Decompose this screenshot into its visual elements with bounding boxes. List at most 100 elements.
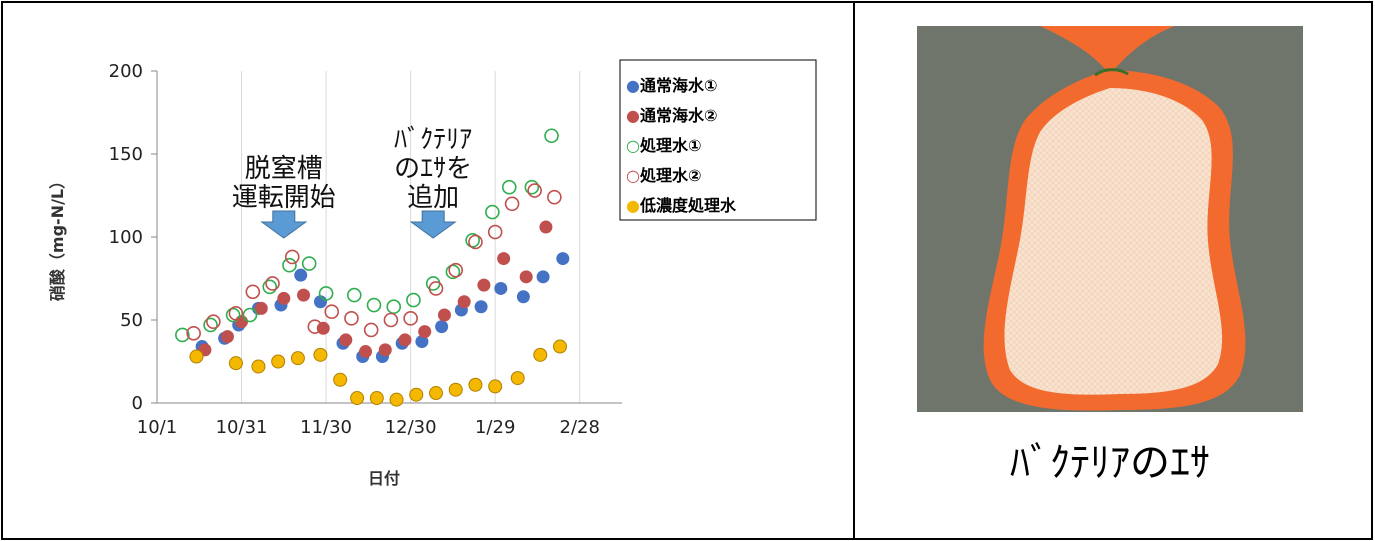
data-point xyxy=(242,307,258,323)
photo-caption: ﾊﾞｸﾃﾘｱのｴｻ xyxy=(1010,440,1210,486)
data-point xyxy=(516,290,530,304)
data-point xyxy=(527,183,542,198)
x-tick-label: 12/30 xyxy=(385,417,437,438)
x-tick-label: 1/29 xyxy=(475,417,515,438)
data-point xyxy=(225,307,241,323)
series-4 xyxy=(186,183,562,341)
data-point xyxy=(457,295,471,309)
y-tick-label: 200 xyxy=(109,61,143,82)
data-point xyxy=(468,234,483,250)
data-point xyxy=(539,220,553,234)
data-point xyxy=(465,233,480,248)
data-point xyxy=(265,276,280,291)
data-point xyxy=(429,386,443,401)
legend-entry: ●低濃度処理水 xyxy=(626,196,737,215)
data-point xyxy=(553,339,567,354)
data-point xyxy=(403,311,418,326)
data-point xyxy=(189,349,204,364)
data-point xyxy=(297,288,311,302)
data-point xyxy=(485,204,500,220)
data-point xyxy=(363,322,379,338)
data-point xyxy=(245,284,261,300)
chart-series xyxy=(175,128,570,407)
chart-tick-labels: 10/1 10/31 11/30 12/30 1/29 2/28 0 50 100 150 200 xyxy=(109,61,600,438)
data-point xyxy=(386,299,402,315)
net-mesh xyxy=(1004,88,1223,395)
data-point xyxy=(369,391,384,406)
data-point xyxy=(284,249,300,265)
data-point xyxy=(389,392,404,407)
data-point xyxy=(448,382,463,397)
data-point xyxy=(220,330,234,344)
net-bag-image xyxy=(917,26,1303,412)
data-point xyxy=(251,359,266,374)
legend-entry: ○処理水① xyxy=(626,136,702,155)
data-point xyxy=(316,321,330,335)
data-point xyxy=(501,179,517,195)
data-point xyxy=(477,278,491,292)
data-point xyxy=(228,356,243,371)
data-point xyxy=(487,224,503,240)
chart-grid xyxy=(241,71,581,403)
annotation-text: 追加 xyxy=(407,183,459,213)
legend-entry: ●通常海水① xyxy=(626,76,718,95)
data-point xyxy=(406,292,421,308)
data-point xyxy=(519,270,533,284)
data-point xyxy=(324,304,340,320)
data-point xyxy=(333,372,348,387)
y-axis-title: 硝酸（mg-N/L） xyxy=(48,173,67,301)
data-point xyxy=(448,262,464,278)
data-point xyxy=(497,252,511,266)
data-point xyxy=(339,333,353,347)
x-tick-label: 10/1 xyxy=(137,417,177,438)
y-tick-label: 100 xyxy=(109,227,143,248)
data-point xyxy=(282,257,297,273)
data-point xyxy=(186,325,201,341)
data-point xyxy=(307,319,323,334)
annotation-text: 運転開始 xyxy=(232,183,336,213)
data-point xyxy=(344,311,359,326)
data-point xyxy=(435,320,449,334)
data-point xyxy=(366,297,382,313)
data-point xyxy=(437,308,451,322)
y-tick-label: 0 xyxy=(132,393,143,414)
bacteria-feed-photo xyxy=(917,26,1303,412)
data-point xyxy=(383,312,399,328)
data-point xyxy=(533,347,548,362)
series-2 xyxy=(198,220,553,359)
legend-entry: ○処理水② xyxy=(626,166,702,185)
chart-axes xyxy=(151,70,622,404)
tie-string xyxy=(1094,68,1129,77)
x-tick-label: 11/30 xyxy=(300,417,352,438)
data-point xyxy=(524,179,540,195)
data-point xyxy=(206,314,221,329)
data-point xyxy=(301,256,317,271)
data-point xyxy=(175,327,190,343)
annotation-arrow xyxy=(260,210,308,239)
data-point xyxy=(536,270,550,284)
annotation-text: 脱窒槽 xyxy=(245,154,323,184)
legend-entry: ●通常海水② xyxy=(626,106,718,125)
data-point xyxy=(228,306,244,321)
chart-legend: ●通常海水① ●通常海水② ○処理水① ○処理水② ●低濃度処理水 xyxy=(619,59,817,221)
data-point xyxy=(488,379,503,394)
data-point xyxy=(510,371,525,386)
data-point xyxy=(350,391,365,406)
x-tick-label: 10/31 xyxy=(216,417,268,438)
data-point xyxy=(277,291,291,305)
annotation-text: のｴｻを xyxy=(394,154,472,184)
data-point xyxy=(262,279,278,295)
data-point xyxy=(409,387,424,402)
data-point xyxy=(556,252,570,266)
net-top xyxy=(1040,26,1175,75)
data-point xyxy=(290,351,305,366)
data-point xyxy=(378,343,392,357)
y-tick-label: 50 xyxy=(120,310,143,331)
data-point xyxy=(313,347,328,362)
data-point xyxy=(445,264,461,280)
annotation-arrow xyxy=(409,210,457,239)
